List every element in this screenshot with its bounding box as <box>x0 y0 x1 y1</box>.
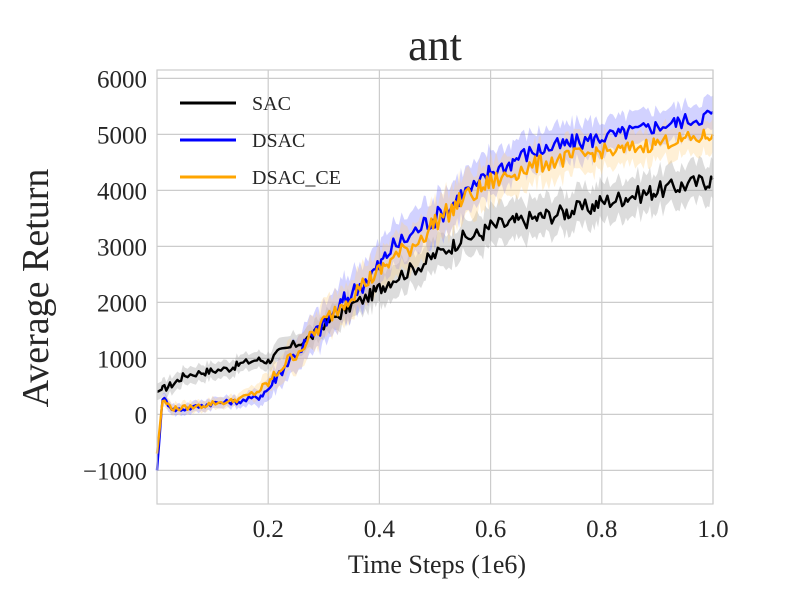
legend-label: SAC <box>252 93 291 115</box>
x-axis-label: Time Steps (1e6) <box>348 550 526 579</box>
x-tick-label: 0.2 <box>253 516 284 543</box>
legend: SAC DSAC DSAC_CE <box>180 93 341 189</box>
series-lines <box>155 109 715 471</box>
x-tick-label: 1.0 <box>697 516 728 543</box>
y-axis-label: Average Return <box>15 169 57 408</box>
x-tick-label: 0.4 <box>364 516 396 543</box>
y-tick-label: 5000 <box>97 122 147 149</box>
line-sac <box>156 174 714 394</box>
band-dsac-ce <box>157 113 713 454</box>
confidence-bands <box>157 94 713 471</box>
y-tick-label: 2000 <box>97 290 147 317</box>
line-dsac-ce <box>155 128 715 454</box>
tick-labels: 0.2 0.4 0.6 0.8 1.0 −1000 0 1000 2000 3000 4000 500… <box>83 66 729 543</box>
band-sac <box>157 155 713 401</box>
y-tick-label: 1000 <box>97 346 147 373</box>
legend-label: DSAC_CE <box>252 167 341 189</box>
chart-title: ant <box>408 21 462 70</box>
y-tick-label: 4000 <box>97 178 147 205</box>
y-tick-label: 3000 <box>97 234 147 261</box>
plot-frame <box>156 69 714 505</box>
x-tick-label: 0.6 <box>475 516 506 543</box>
y-tick-label: −1000 <box>83 458 147 485</box>
y-tick-label: 6000 <box>97 66 147 93</box>
x-tick-label: 0.8 <box>586 516 617 543</box>
band-dsac <box>157 94 713 471</box>
y-tick-label: 0 <box>135 402 148 429</box>
legend-label: DSAC <box>252 130 305 152</box>
